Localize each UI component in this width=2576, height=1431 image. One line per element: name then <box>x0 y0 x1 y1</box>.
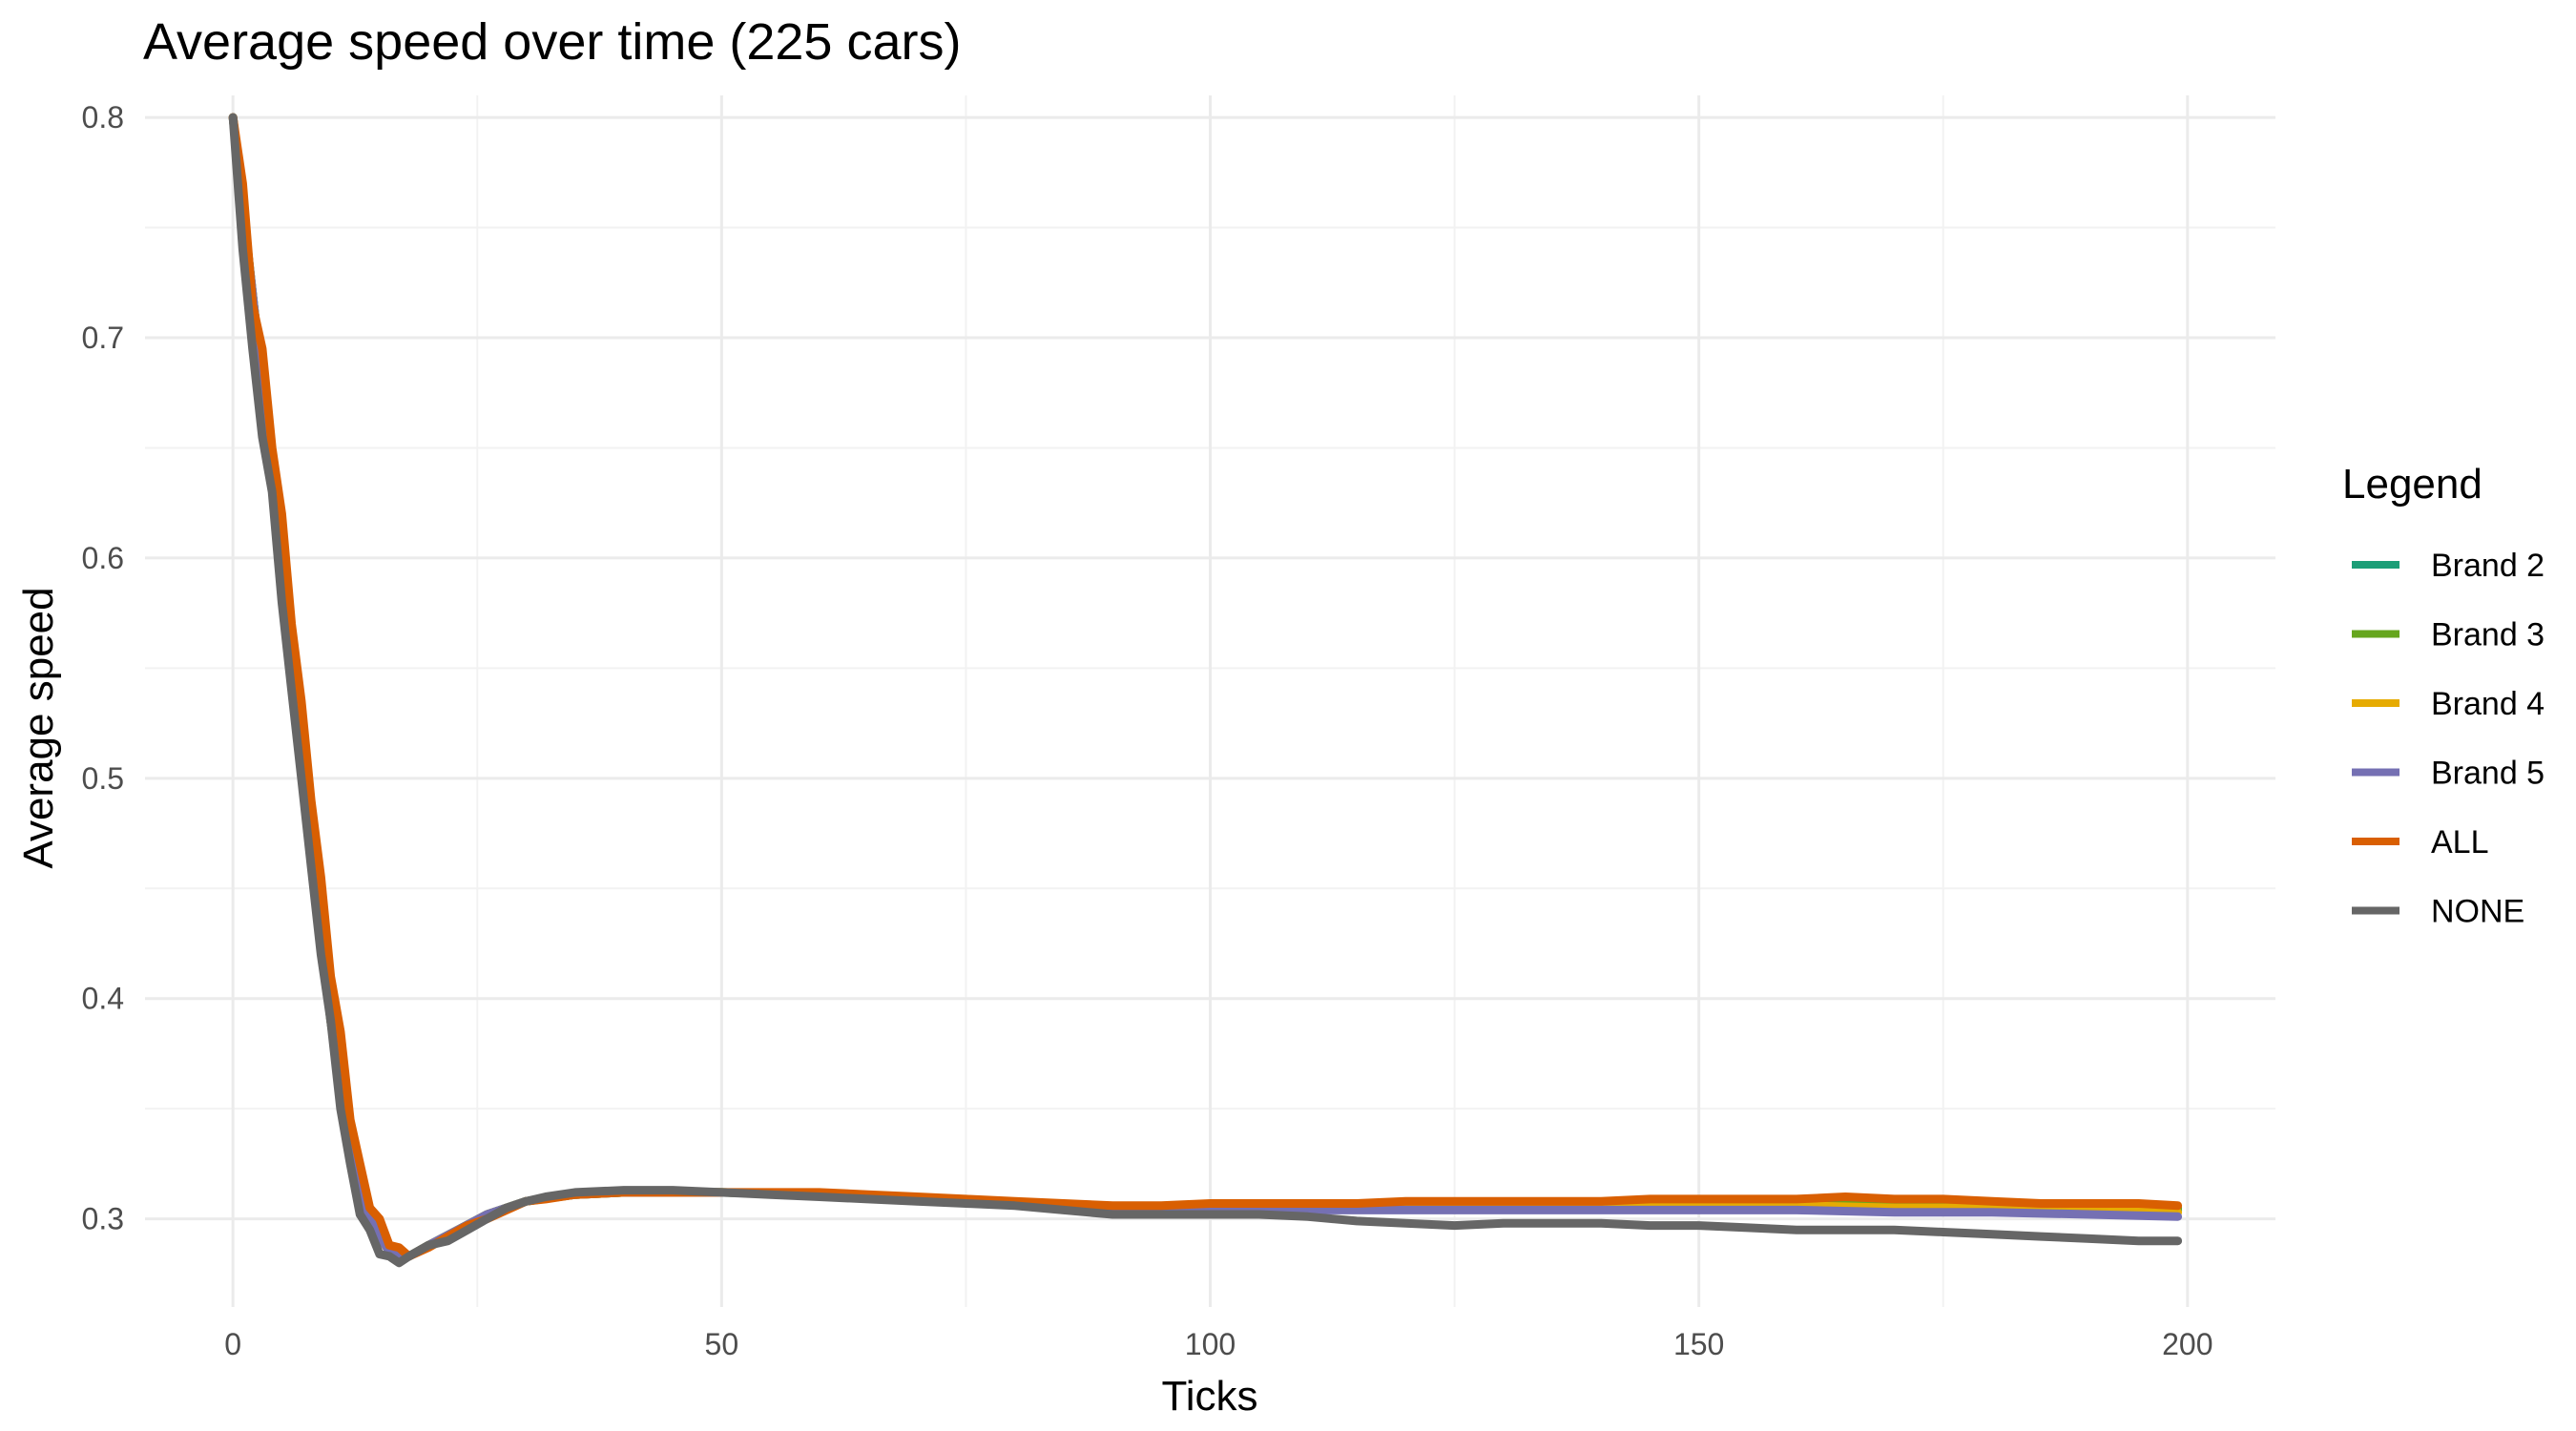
chart-title: Average speed over time (225 cars) <box>143 13 961 71</box>
legend-label: Brand 5 <box>2431 756 2545 792</box>
series-line-brand-5 <box>228 113 2183 1261</box>
y-tick-label: 0.5 <box>82 761 124 796</box>
legend-item-all: ALL <box>2352 824 2489 861</box>
legend-label: NONE <box>2431 894 2524 930</box>
legend-label: Brand 4 <box>2431 686 2545 722</box>
y-tick-label: 0.3 <box>82 1202 124 1236</box>
series-line-all <box>228 113 2183 1261</box>
series-line-brand-4 <box>228 113 2183 1261</box>
legend-item-brand-4: Brand 4 <box>2352 686 2545 722</box>
legend-item-brand-3: Brand 3 <box>2352 617 2545 653</box>
x-tick-label: 0 <box>224 1327 241 1361</box>
series-line-brand-3 <box>228 113 2183 1261</box>
legend-label: ALL <box>2431 824 2489 861</box>
y-tick-label: 0.8 <box>82 100 124 135</box>
legend-item-brand-2: Brand 2 <box>2352 548 2545 584</box>
y-tick-label: 0.4 <box>82 982 124 1016</box>
series-line-none <box>228 113 2183 1268</box>
legend-items: Brand 2 Brand 3 Brand 4 Brand 5 ALL NONE <box>2352 548 2545 930</box>
y-tick-label: 0.7 <box>82 321 124 355</box>
y-axis-ticks: 0.3 0.4 0.5 0.6 0.7 0.8 <box>82 100 124 1236</box>
legend-label: Brand 3 <box>2431 617 2545 653</box>
series-lines <box>228 113 2183 1268</box>
legend-item-none: NONE <box>2352 894 2524 930</box>
x-tick-label: 150 <box>1673 1327 1724 1361</box>
x-axis-title: Ticks <box>1161 1373 1257 1420</box>
x-tick-label: 100 <box>1185 1327 1236 1361</box>
x-tick-label: 50 <box>705 1327 739 1361</box>
legend-item-brand-5: Brand 5 <box>2352 756 2545 792</box>
legend: Legend Brand 2 Brand 3 Brand 4 Brand 5 ALL NO… <box>2342 461 2545 930</box>
legend-title: Legend <box>2342 461 2483 508</box>
grid <box>145 95 2275 1307</box>
series-line-brand-2 <box>228 113 2183 1261</box>
legend-label: Brand 2 <box>2431 548 2545 584</box>
y-tick-label: 0.6 <box>82 541 124 575</box>
x-tick-label: 200 <box>2162 1327 2212 1361</box>
y-axis-title: Average speed <box>15 587 62 868</box>
x-axis-ticks: 0 50 100 150 200 <box>224 1327 2212 1361</box>
